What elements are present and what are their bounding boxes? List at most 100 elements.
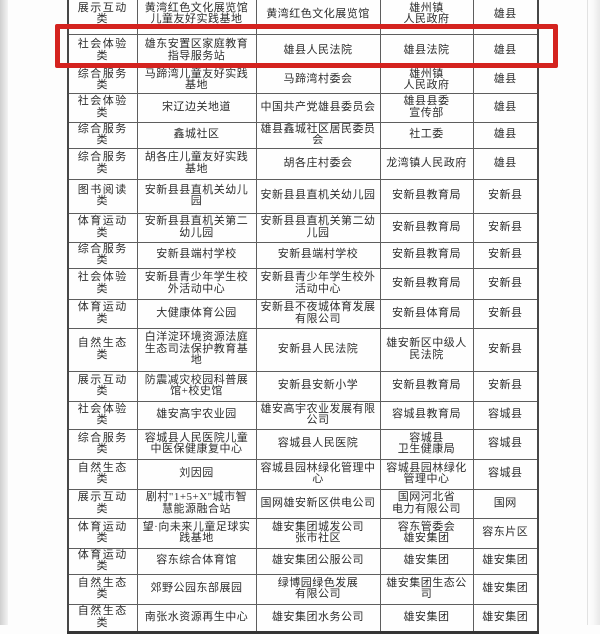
cell-site: 白洋淀环境资源法庭 生态司法保护教育基 地 — [136, 327, 257, 372]
cell-operator: 雄安集团城发公司 张市社区 — [255, 517, 381, 549]
cell-site: 安新县青少年学生校 外活动中心 — [136, 267, 257, 300]
cell-category: 自然生态类 — [67, 458, 138, 490]
cell-district: 容城县 — [472, 458, 539, 490]
cell-operator: 国网雄安新区供电公司 — [255, 488, 381, 519]
cell-category: 综合服务类 — [67, 428, 138, 460]
cell-operator: 雄县人民法院 — [255, 33, 381, 68]
cell-district: 雄县 — [472, 66, 539, 94]
cell-operator: 中国共产党雄县委员会 — [255, 92, 381, 123]
cell-authority: 龙湾镇人民政府 — [379, 147, 474, 180]
cell-operator: 黄湾红色文化展览馆 — [255, 0, 381, 35]
cell-authority: 雄安集团 — [379, 603, 474, 633]
cell-operator: 马蹄湾村委会 — [255, 66, 381, 94]
cell-authority: 容城县 卫生健康局 — [379, 428, 474, 460]
cell-category: 体育运动类 — [67, 517, 138, 549]
cell-category: 社会体验类 — [67, 33, 138, 68]
cell-authority: 雄州镇 人民政府 — [379, 66, 474, 94]
cell-district: 雄安集团 — [472, 603, 539, 633]
cell-operator: 雄安集团水务公司 — [255, 603, 381, 633]
cell-site: 望·向未来儿童足球实 践基地 — [136, 517, 257, 549]
cell-operator: 胡各庄村委会 — [255, 147, 381, 180]
cell-category: 展示互动类 — [67, 0, 138, 35]
cell-operator: 安新县县直机关第二幼 儿园 — [255, 212, 381, 243]
resource-table-body: 展示互动类 黄湾红色文化展览馆 儿童友好实践基地 黄湾红色文化展览馆 雄州镇 人民政府… — [67, 0, 539, 633]
cell-site: 安新县县直机关幼儿 园 — [136, 178, 257, 214]
cell-operator: 安新县端村学校 — [255, 241, 381, 269]
cell-category: 综合服务类 — [67, 121, 138, 149]
cell-district: 雄县 — [472, 0, 539, 35]
table-row: 展示互动类 防震减灾校园科普展 馆+校史馆 安新县安新小学 安新县教育局 安新县 — [67, 370, 539, 402]
cell-operator: 容城县人民医院 — [255, 428, 381, 460]
cell-district: 雄县 — [472, 147, 539, 180]
cell-operator: 安新县不夜城体育发展 有限公司 — [255, 298, 381, 329]
cell-authority: 安新县教育局 — [379, 212, 474, 243]
resource-table: 展示互动类 黄湾红色文化展览馆 儿童友好实践基地 黄湾红色文化展览馆 雄州镇 人民政府… — [67, 0, 539, 634]
cell-site: 雄安高宇农业园 — [136, 400, 257, 430]
cell-district: 安新县 — [472, 327, 539, 372]
cell-district: 雄县 — [472, 92, 539, 123]
table-row: 综合服务类 容城县人民医院儿童 中医保健康复中心 容城县人民医院 容城县 卫生健康局容… — [67, 428, 539, 460]
cell-site: 安新县县直机关第二 幼儿园 — [136, 212, 257, 243]
cell-site: 南张水资源再生中心 — [136, 603, 257, 633]
table-row: 图书阅读类 安新县县直机关幼儿 园安新县县直机关幼儿园 安新县教育局 安新县 — [67, 178, 539, 214]
cell-authority: 安新县教育局 — [379, 178, 474, 214]
cell-category: 展示互动类 — [67, 488, 138, 519]
table-row: 体育运动类 望·向未来儿童足球实 践基地 雄安集团城发公司 张市社区 容东管委会 雄安… — [67, 517, 539, 549]
cell-category: 社会体验类 — [67, 400, 138, 430]
cell-district: 安新县 — [472, 241, 539, 269]
cell-authority: 雄县法院 — [379, 33, 474, 68]
table-row: 综合服务类 安新县端村学校 安新县端村学校 安新县教育局 安新县 — [67, 241, 539, 269]
cell-district: 容城县 — [472, 400, 539, 430]
cell-district: 国网 — [472, 488, 539, 519]
cell-authority: 雄安新区中级人 民法院 — [379, 327, 474, 372]
table-row: 展示互动类 剧村"1+5+X"城市智 慧能源融合站 国网雄安新区供电公司 国网河北省 … — [67, 488, 539, 519]
cell-category: 综合服务类 — [67, 241, 138, 269]
cell-site: 胡各庄儿童友好实践 基地 — [136, 147, 257, 180]
cell-category: 综合服务类 — [67, 147, 138, 180]
table-row: 社会体验类 安新县青少年学生校 外活动中心 安新县青少年学生校外 活动中心 安新县教育… — [67, 267, 539, 300]
cell-operator: 雄县鑫城社区居民委员 会 — [255, 121, 381, 149]
cell-authority: 雄县县委 宣传部 — [379, 92, 474, 123]
cell-operator: 雄安集团公服公司 — [255, 547, 381, 575]
table-row: 体育运动类 安新县县直机关第二 幼儿园 安新县县直机关第二幼 儿园 安新县教育局 安新县 — [67, 212, 539, 243]
cell-site: 剧村"1+5+X"城市智 慧能源融合站 — [136, 488, 257, 519]
cell-site: 安新县端村学校 — [136, 241, 257, 269]
cell-authority: 安新县教育局 — [379, 267, 474, 300]
page-left-edge-shadow — [0, 0, 8, 625]
cell-district: 安新县 — [472, 298, 539, 329]
cell-district: 安新县 — [472, 370, 539, 402]
cell-authority: 安新县教育局 — [379, 370, 474, 402]
cell-category: 体育运动类 — [67, 298, 138, 329]
cell-operator: 安新县县直机关幼儿园 — [255, 178, 381, 214]
cell-authority: 容城县园林绿化 管理中心 — [379, 458, 474, 490]
table-row: 自然生态类 南张水资源再生中心 雄安集团水务公司 雄安集团 雄安集团 — [67, 603, 539, 633]
cell-category: 体育运动类 — [67, 212, 138, 243]
cell-operator: 雄安高宇农业发展有限 公司 — [255, 400, 381, 430]
cell-site: 鑫城社区 — [136, 121, 257, 149]
cell-category: 展示互动类 — [67, 370, 138, 402]
table-row: 社会体验类 宋辽边关地道 中国共产党雄县委员会 雄县县委 宣传部 雄县 — [67, 92, 539, 123]
cell-site: 雄东安置区家庭教育 指导服务站 — [136, 33, 257, 68]
cell-district: 容城县 — [472, 428, 539, 460]
cell-site: 宋辽边关地道 — [136, 92, 257, 123]
table-row: 体育运动类 大健康体育公园 安新县不夜城体育发展 有限公司 安新县体育局 安新县 — [67, 298, 539, 329]
cell-authority: 国网河北省 电力有限公司 — [379, 488, 474, 519]
table-row: 自然生态类 郊野公园东部展园 绿博园绿色发展 有限公司 雄安集团生态公 司雄安集团 — [67, 573, 539, 605]
cell-district: 容东片区 — [472, 517, 539, 549]
cell-site: 马蹄湾儿童友好实践 基地 — [136, 66, 257, 94]
table-row: 综合服务类 胡各庄儿童友好实践 基地 胡各庄村委会 龙湾镇人民政府 雄县 — [67, 147, 539, 180]
table-row: 社会体验类 雄安高宇农业园 雄安高宇农业发展有限 公司 容城县教育局 容城县 — [67, 400, 539, 430]
cell-authority: 雄州镇 人民政府 — [379, 0, 474, 35]
cell-site: 黄湾红色文化展览馆 儿童友好实践基地 — [136, 0, 257, 35]
cell-district: 安新县 — [472, 178, 539, 214]
table-row-highlighted: 社会体验类 雄东安置区家庭教育 指导服务站 雄县人民法院 雄县法院 雄县 — [67, 33, 539, 68]
cell-district: 雄安集团 — [472, 573, 539, 605]
cell-site: 郊野公园东部展园 — [136, 573, 257, 605]
cell-authority: 容城县教育局 — [379, 400, 474, 430]
cell-authority: 安新县教育局 — [379, 241, 474, 269]
table-row: 自然生态类 刘因园 容城县园林绿化管理中 心容城县园林绿化 管理中心 容城县 — [67, 458, 539, 490]
cell-district: 雄县 — [472, 33, 539, 68]
cell-operator: 绿博园绿色发展 有限公司 — [255, 573, 381, 605]
table-row: 展示互动类 黄湾红色文化展览馆 儿童友好实践基地 黄湾红色文化展览馆 雄州镇 人民政府… — [67, 0, 539, 35]
cell-district: 雄县 — [472, 121, 539, 149]
